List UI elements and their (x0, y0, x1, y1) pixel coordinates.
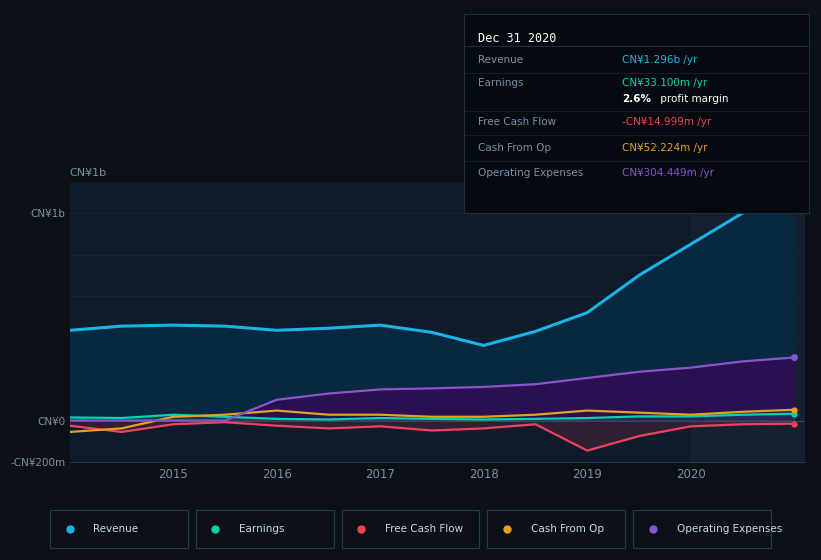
Text: Earnings: Earnings (239, 524, 285, 534)
Text: CN¥52.224m /yr: CN¥52.224m /yr (622, 143, 708, 153)
Text: 2.6%: 2.6% (622, 94, 652, 104)
Text: profit margin: profit margin (657, 94, 728, 104)
Text: CN¥33.100m /yr: CN¥33.100m /yr (622, 78, 708, 87)
Text: Operating Expenses: Operating Expenses (478, 168, 583, 178)
Text: Free Cash Flow: Free Cash Flow (385, 524, 463, 534)
Bar (50, 510, 188, 548)
Text: Cash From Op: Cash From Op (530, 524, 603, 534)
Text: -CN¥14.999m /yr: -CN¥14.999m /yr (622, 118, 712, 127)
Bar (488, 510, 626, 548)
Bar (342, 510, 479, 548)
Text: CN¥1b: CN¥1b (70, 168, 107, 178)
Text: Revenue: Revenue (94, 524, 139, 534)
Bar (633, 510, 771, 548)
Bar (690, 182, 815, 462)
Bar (195, 510, 333, 548)
Text: Earnings: Earnings (478, 78, 523, 87)
Text: Free Cash Flow: Free Cash Flow (478, 118, 556, 127)
Text: Revenue: Revenue (478, 55, 523, 65)
Text: Operating Expenses: Operating Expenses (677, 524, 782, 534)
Text: Cash From Op: Cash From Op (478, 143, 551, 153)
Text: CN¥304.449m /yr: CN¥304.449m /yr (622, 168, 714, 178)
Text: Dec 31 2020: Dec 31 2020 (478, 32, 556, 45)
Text: CN¥1.296b /yr: CN¥1.296b /yr (622, 55, 698, 65)
